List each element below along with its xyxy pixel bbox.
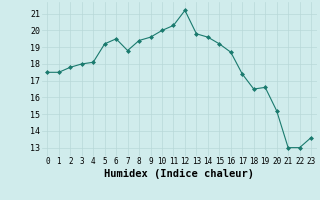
X-axis label: Humidex (Indice chaleur): Humidex (Indice chaleur): [104, 169, 254, 179]
